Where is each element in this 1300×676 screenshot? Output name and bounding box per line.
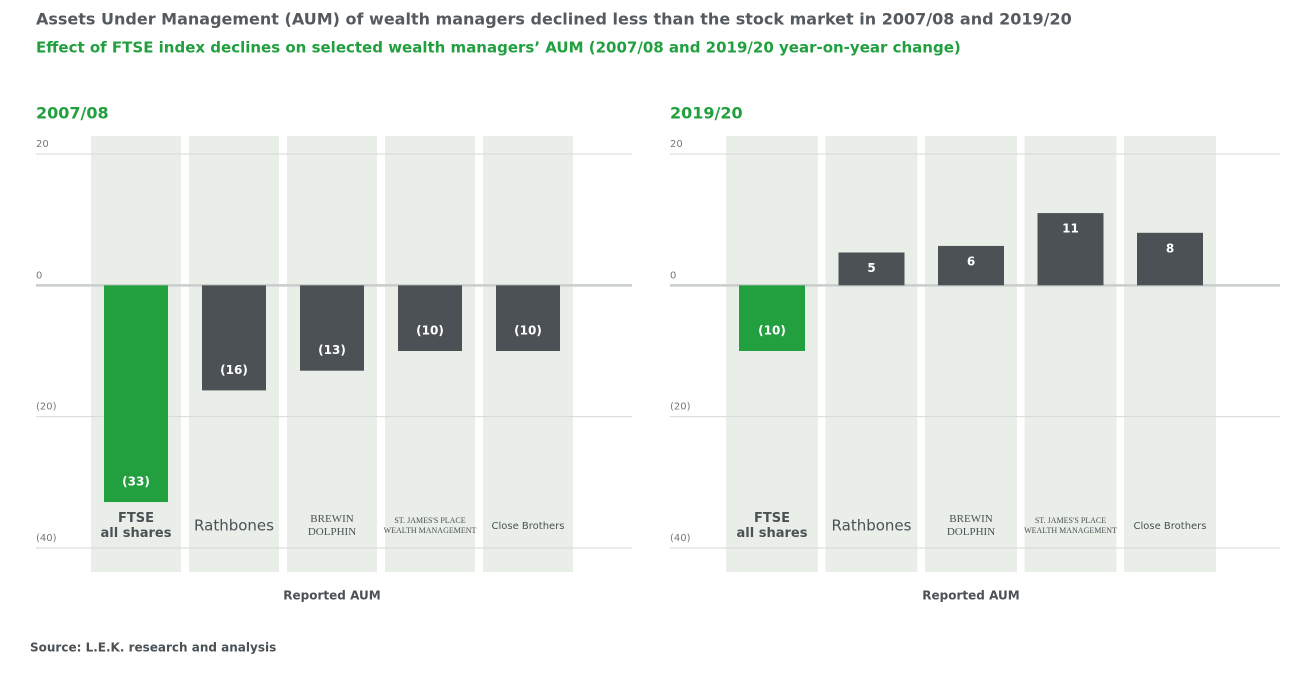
- x-tick-label: FTSE: [118, 511, 154, 526]
- x-axis-label: Reported AUM: [922, 589, 1019, 603]
- value-label: (10): [416, 324, 444, 338]
- y-tick-label: (40): [670, 533, 691, 544]
- value-label: (33): [122, 475, 150, 489]
- x-axis-label: Reported AUM: [283, 589, 380, 603]
- x-tick-label: WEALTH MANAGEMENT: [1024, 526, 1117, 535]
- y-tick-label: (20): [670, 402, 691, 413]
- source: Source: L.E.K. research and analysis: [30, 641, 276, 655]
- column-background: [726, 136, 818, 572]
- bar: [496, 285, 560, 351]
- value-label: 5: [867, 261, 875, 275]
- value-label: (13): [318, 343, 346, 357]
- bar: [938, 245, 1004, 286]
- y-tick-label: (40): [36, 533, 57, 544]
- chart-title: Assets Under Management (AUM) of wealth …: [36, 10, 1072, 29]
- y-tick-label: 0: [670, 270, 676, 281]
- x-tick-label: Close Brothers: [1133, 521, 1206, 532]
- x-tick-label: BREWIN: [949, 513, 992, 525]
- x-tick-label: ST. JAMES'S PLACE: [1035, 516, 1106, 525]
- column-background: [825, 136, 918, 572]
- bar: [1137, 232, 1203, 286]
- value-label: 11: [1062, 222, 1079, 236]
- bar: [398, 285, 462, 351]
- x-tick-label: all shares: [101, 526, 172, 541]
- x-tick-label: DOLPHIN: [947, 526, 995, 538]
- bar: [300, 285, 364, 371]
- y-tick-label: 20: [36, 139, 49, 150]
- x-tick-label: Rathbones: [194, 517, 274, 535]
- column-background: [1124, 136, 1216, 572]
- x-tick-label: DOLPHIN: [308, 526, 356, 538]
- bar: [104, 285, 168, 503]
- y-tick-label: 0: [36, 270, 42, 281]
- y-tick-label: 20: [670, 139, 683, 150]
- value-label: (16): [220, 363, 248, 377]
- column-background: [385, 136, 475, 572]
- x-tick-label: all shares: [737, 526, 808, 541]
- x-tick-label: BREWIN: [310, 513, 353, 525]
- bar: [739, 285, 805, 351]
- value-label: (10): [514, 324, 542, 338]
- value-label: 6: [967, 254, 975, 268]
- value-label: (10): [758, 324, 786, 338]
- x-tick-label: Close Brothers: [491, 521, 564, 532]
- column-background: [1024, 136, 1117, 572]
- x-tick-label: Rathbones: [832, 517, 912, 535]
- column-background: [925, 136, 1017, 572]
- x-tick-label: FTSE: [754, 511, 790, 526]
- chart-subtitle: Effect of FTSE index declines on selecte…: [36, 39, 961, 57]
- panel-title: 2019/20: [670, 104, 743, 123]
- bar: [838, 252, 905, 286]
- x-tick-label: WEALTH MANAGEMENT: [384, 526, 477, 535]
- column-background: [483, 136, 573, 572]
- panel-title: 2007/08: [36, 104, 109, 123]
- bar: [202, 285, 266, 391]
- value-label: 8: [1166, 241, 1174, 255]
- y-tick-label: (20): [36, 402, 57, 413]
- x-tick-label: ST. JAMES'S PLACE: [394, 516, 465, 525]
- bar: [1037, 213, 1104, 286]
